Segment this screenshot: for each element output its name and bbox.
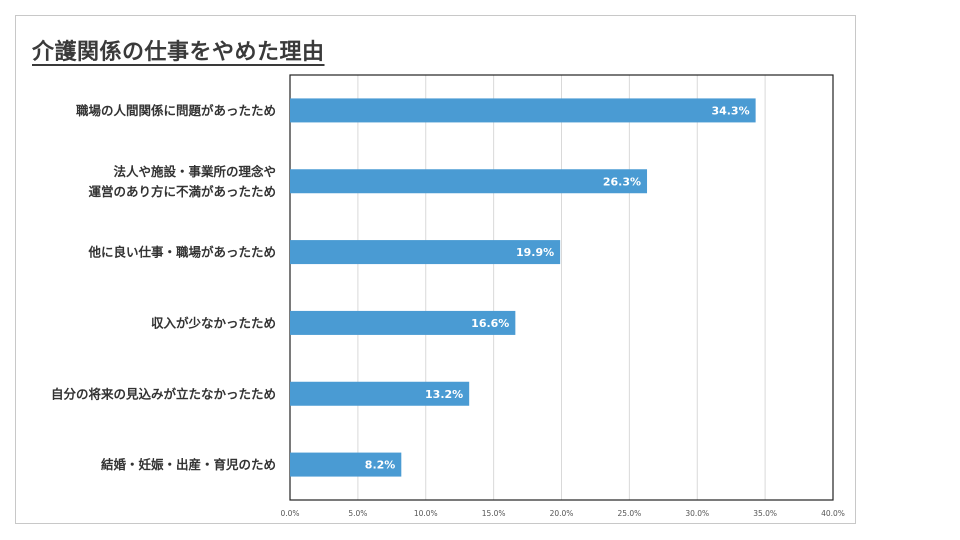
x-tick-label: 20.0% — [550, 509, 574, 518]
category-label: 他に良い仕事・職場があったため — [87, 245, 276, 260]
category-label: 自分の将来の見込みが立たなかったため — [51, 386, 276, 401]
data-label: 8.2% — [365, 459, 396, 472]
data-label: 13.2% — [425, 388, 463, 401]
data-label: 26.3% — [603, 175, 641, 188]
x-tick-label: 30.0% — [685, 509, 709, 518]
category-label: 運営のあり方に不満があったため — [88, 184, 276, 199]
x-tick-label: 15.0% — [482, 509, 506, 518]
x-tick-label: 5.0% — [348, 509, 367, 518]
category-label: 収入が少なかったため — [151, 315, 276, 330]
x-tick-label: 35.0% — [753, 509, 777, 518]
data-label: 16.6% — [471, 317, 509, 330]
bar — [290, 452, 402, 477]
x-tick-label: 40.0% — [821, 509, 845, 518]
data-label: 19.9% — [516, 246, 554, 259]
bar — [290, 310, 516, 335]
x-tick-label: 10.0% — [414, 509, 438, 518]
chart-title: 介護関係の仕事をやめた理由 — [32, 40, 325, 65]
bar — [290, 381, 470, 406]
category-label: 職場の人間関係に問題があったため — [76, 103, 276, 118]
data-label: 34.3% — [711, 104, 749, 117]
category-label: 法人や施設・事業所の理念や — [113, 164, 276, 179]
category-label: 結婚・妊娠・出産・育児のため — [101, 457, 276, 472]
x-tick-label: 0.0% — [280, 509, 299, 518]
x-tick-label: 25.0% — [617, 509, 641, 518]
bar — [290, 98, 756, 123]
bar — [290, 240, 561, 265]
bar — [290, 169, 648, 194]
plot-frame — [289, 74, 834, 501]
